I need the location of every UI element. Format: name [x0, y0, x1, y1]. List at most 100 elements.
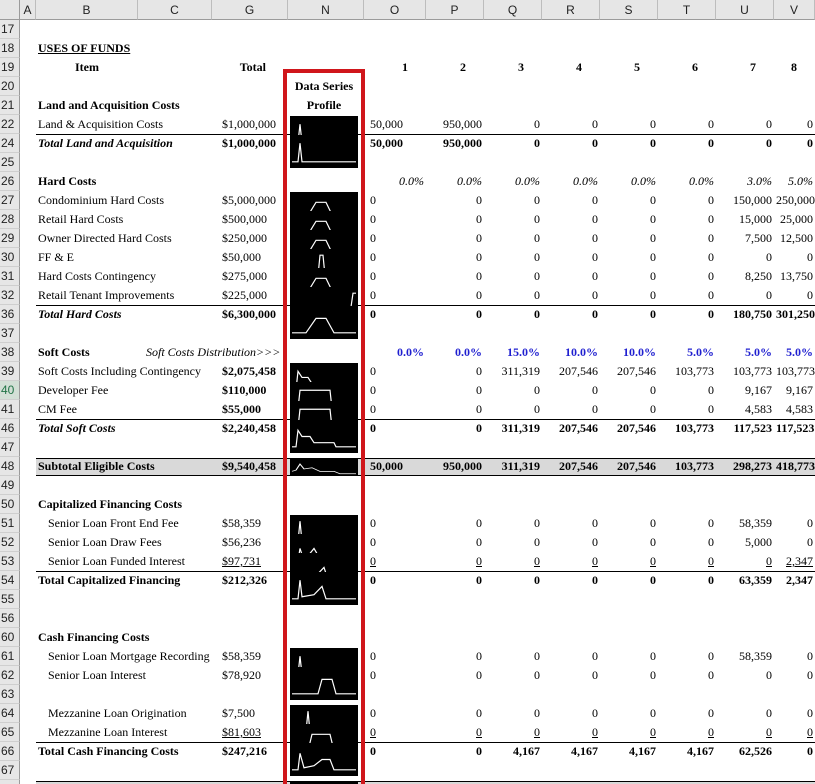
row-value[interactable]: 12,500	[780, 231, 813, 245]
row-value[interactable]: 0	[592, 250, 598, 264]
hard-pct-cell[interactable]: 0.0%	[399, 174, 424, 188]
row-value[interactable]: 117,523	[733, 421, 772, 435]
row-label[interactable]: Total Soft Costs	[38, 421, 116, 435]
hard-pct-cell[interactable]: 0.0%	[515, 174, 540, 188]
row-value[interactable]: 50,000	[370, 117, 403, 131]
row-label[interactable]: Senior Loan Funded Interest	[48, 554, 185, 568]
row-header-56[interactable]: 56	[0, 609, 20, 628]
row-header-63[interactable]: 63	[0, 685, 20, 704]
row-label[interactable]: Condominium Hard Costs	[38, 193, 165, 207]
row-header-17[interactable]: 17	[0, 20, 20, 39]
row-value[interactable]: 0	[592, 307, 598, 321]
row-value[interactable]: 58,359	[739, 516, 772, 530]
row-value[interactable]: 150,000	[733, 193, 772, 207]
row-value[interactable]: 0	[370, 193, 376, 207]
row-value[interactable]: 0	[370, 554, 376, 568]
row-value[interactable]: 0	[534, 193, 540, 207]
column-header-r[interactable]: R	[542, 0, 600, 20]
soft-pct-cell[interactable]: 5.0%	[786, 345, 813, 359]
row-value[interactable]: 207,546	[559, 459, 598, 473]
row-value[interactable]: 0	[534, 554, 540, 568]
row-total[interactable]: $50,000	[222, 250, 261, 264]
row-value[interactable]: 8,250	[745, 269, 772, 283]
row-value[interactable]: 0	[650, 706, 656, 720]
row-value[interactable]: 0	[650, 307, 656, 321]
row-value[interactable]: 207,546	[617, 421, 656, 435]
row-value[interactable]: 0	[807, 649, 813, 663]
row-value[interactable]: 298,273	[733, 459, 772, 473]
row-value[interactable]: 0	[650, 231, 656, 245]
row-header-40[interactable]: 40	[0, 381, 20, 400]
row-value[interactable]: 0	[650, 554, 656, 568]
soft-pct-cell[interactable]: 5.0%	[745, 345, 772, 359]
row-value[interactable]: 0	[807, 516, 813, 530]
row-value[interactable]: 0	[766, 288, 772, 302]
row-value[interactable]: 2,347	[786, 554, 813, 568]
row-label[interactable]: FF & E	[38, 250, 75, 264]
row-value[interactable]: 0	[708, 649, 714, 663]
row-value[interactable]: 0	[476, 706, 482, 720]
row-value[interactable]: 0	[476, 744, 482, 758]
row-value[interactable]: 0	[650, 288, 656, 302]
row-header-32[interactable]: 32	[0, 286, 20, 305]
row-value[interactable]: 0	[476, 573, 482, 587]
row-total[interactable]: $275,000	[222, 269, 267, 283]
row-header-18[interactable]: 18	[0, 39, 20, 58]
hard-pct-cell[interactable]: 0.0%	[689, 174, 714, 188]
row-header-28[interactable]: 28	[0, 210, 20, 229]
row-value[interactable]: 0	[534, 649, 540, 663]
row-header-37[interactable]: 37	[0, 324, 20, 343]
row-value[interactable]: 0	[476, 269, 482, 283]
soft-pct-cell[interactable]: 10.0%	[623, 345, 656, 359]
row-total[interactable]: $110,000	[222, 383, 267, 397]
row-value[interactable]: 0	[476, 212, 482, 226]
row-label[interactable]: Total Development Costs (TDC)	[36, 780, 210, 784]
row-value[interactable]: 950,000	[426, 780, 484, 784]
row-value[interactable]: 0	[650, 383, 656, 397]
row-value[interactable]: 0	[534, 212, 540, 226]
row-value[interactable]: 0	[476, 649, 482, 663]
row-total[interactable]: $5,000,000	[222, 193, 276, 207]
row-value[interactable]: 0	[708, 212, 714, 226]
row-label[interactable]: Retail Tenant Improvements	[38, 288, 175, 302]
row-header-39[interactable]: 39	[0, 362, 20, 381]
row-value[interactable]: 311,319	[501, 421, 540, 435]
row-value[interactable]: 50,000	[370, 459, 403, 473]
row-value[interactable]: 0	[708, 516, 714, 530]
row-value[interactable]: 0	[766, 136, 772, 150]
column-header-t[interactable]: T	[658, 0, 716, 20]
row-value[interactable]: 9,167	[786, 383, 813, 397]
row-value[interactable]: 0	[807, 744, 813, 758]
row-value[interactable]: 0	[476, 554, 482, 568]
row-label[interactable]: Senior Loan Interest	[48, 668, 146, 682]
row-value[interactable]: 58,359	[739, 649, 772, 663]
column-header-b[interactable]: B	[36, 0, 138, 20]
row-total[interactable]: $58,359	[222, 649, 261, 663]
column-header-p[interactable]: P	[426, 0, 484, 20]
row-value[interactable]: 0	[592, 136, 598, 150]
row-value[interactable]: 0	[708, 668, 714, 682]
sparkline-icon[interactable]	[290, 306, 358, 339]
row-value[interactable]: 0	[807, 288, 813, 302]
row-value[interactable]: 0	[370, 307, 376, 321]
row-label[interactable]: Senior Loan Draw Fees	[48, 535, 162, 549]
row-total[interactable]: $212,326	[222, 573, 267, 587]
row-header-60[interactable]: 60	[0, 628, 20, 647]
row-value[interactable]: 0	[708, 269, 714, 283]
row-value[interactable]: 0	[370, 402, 376, 416]
row-value[interactable]: 0	[766, 668, 772, 682]
row-value[interactable]: 0	[708, 193, 714, 207]
row-value[interactable]: 0	[476, 288, 482, 302]
row-value[interactable]: 0	[370, 212, 376, 226]
row-total[interactable]: $78,920	[222, 668, 261, 682]
row-value[interactable]: 0	[766, 706, 772, 720]
row-value[interactable]: 311,319	[501, 459, 540, 473]
row-value[interactable]: 0	[807, 725, 813, 739]
row-value[interactable]: 0	[708, 554, 714, 568]
row-value[interactable]: 0	[650, 649, 656, 663]
row-value[interactable]: 180,750	[733, 307, 772, 321]
row-value[interactable]: 0	[476, 725, 482, 739]
row-value[interactable]: 0	[592, 288, 598, 302]
row-value[interactable]: 103,773	[675, 459, 714, 473]
sparkline-icon[interactable]	[290, 781, 358, 784]
